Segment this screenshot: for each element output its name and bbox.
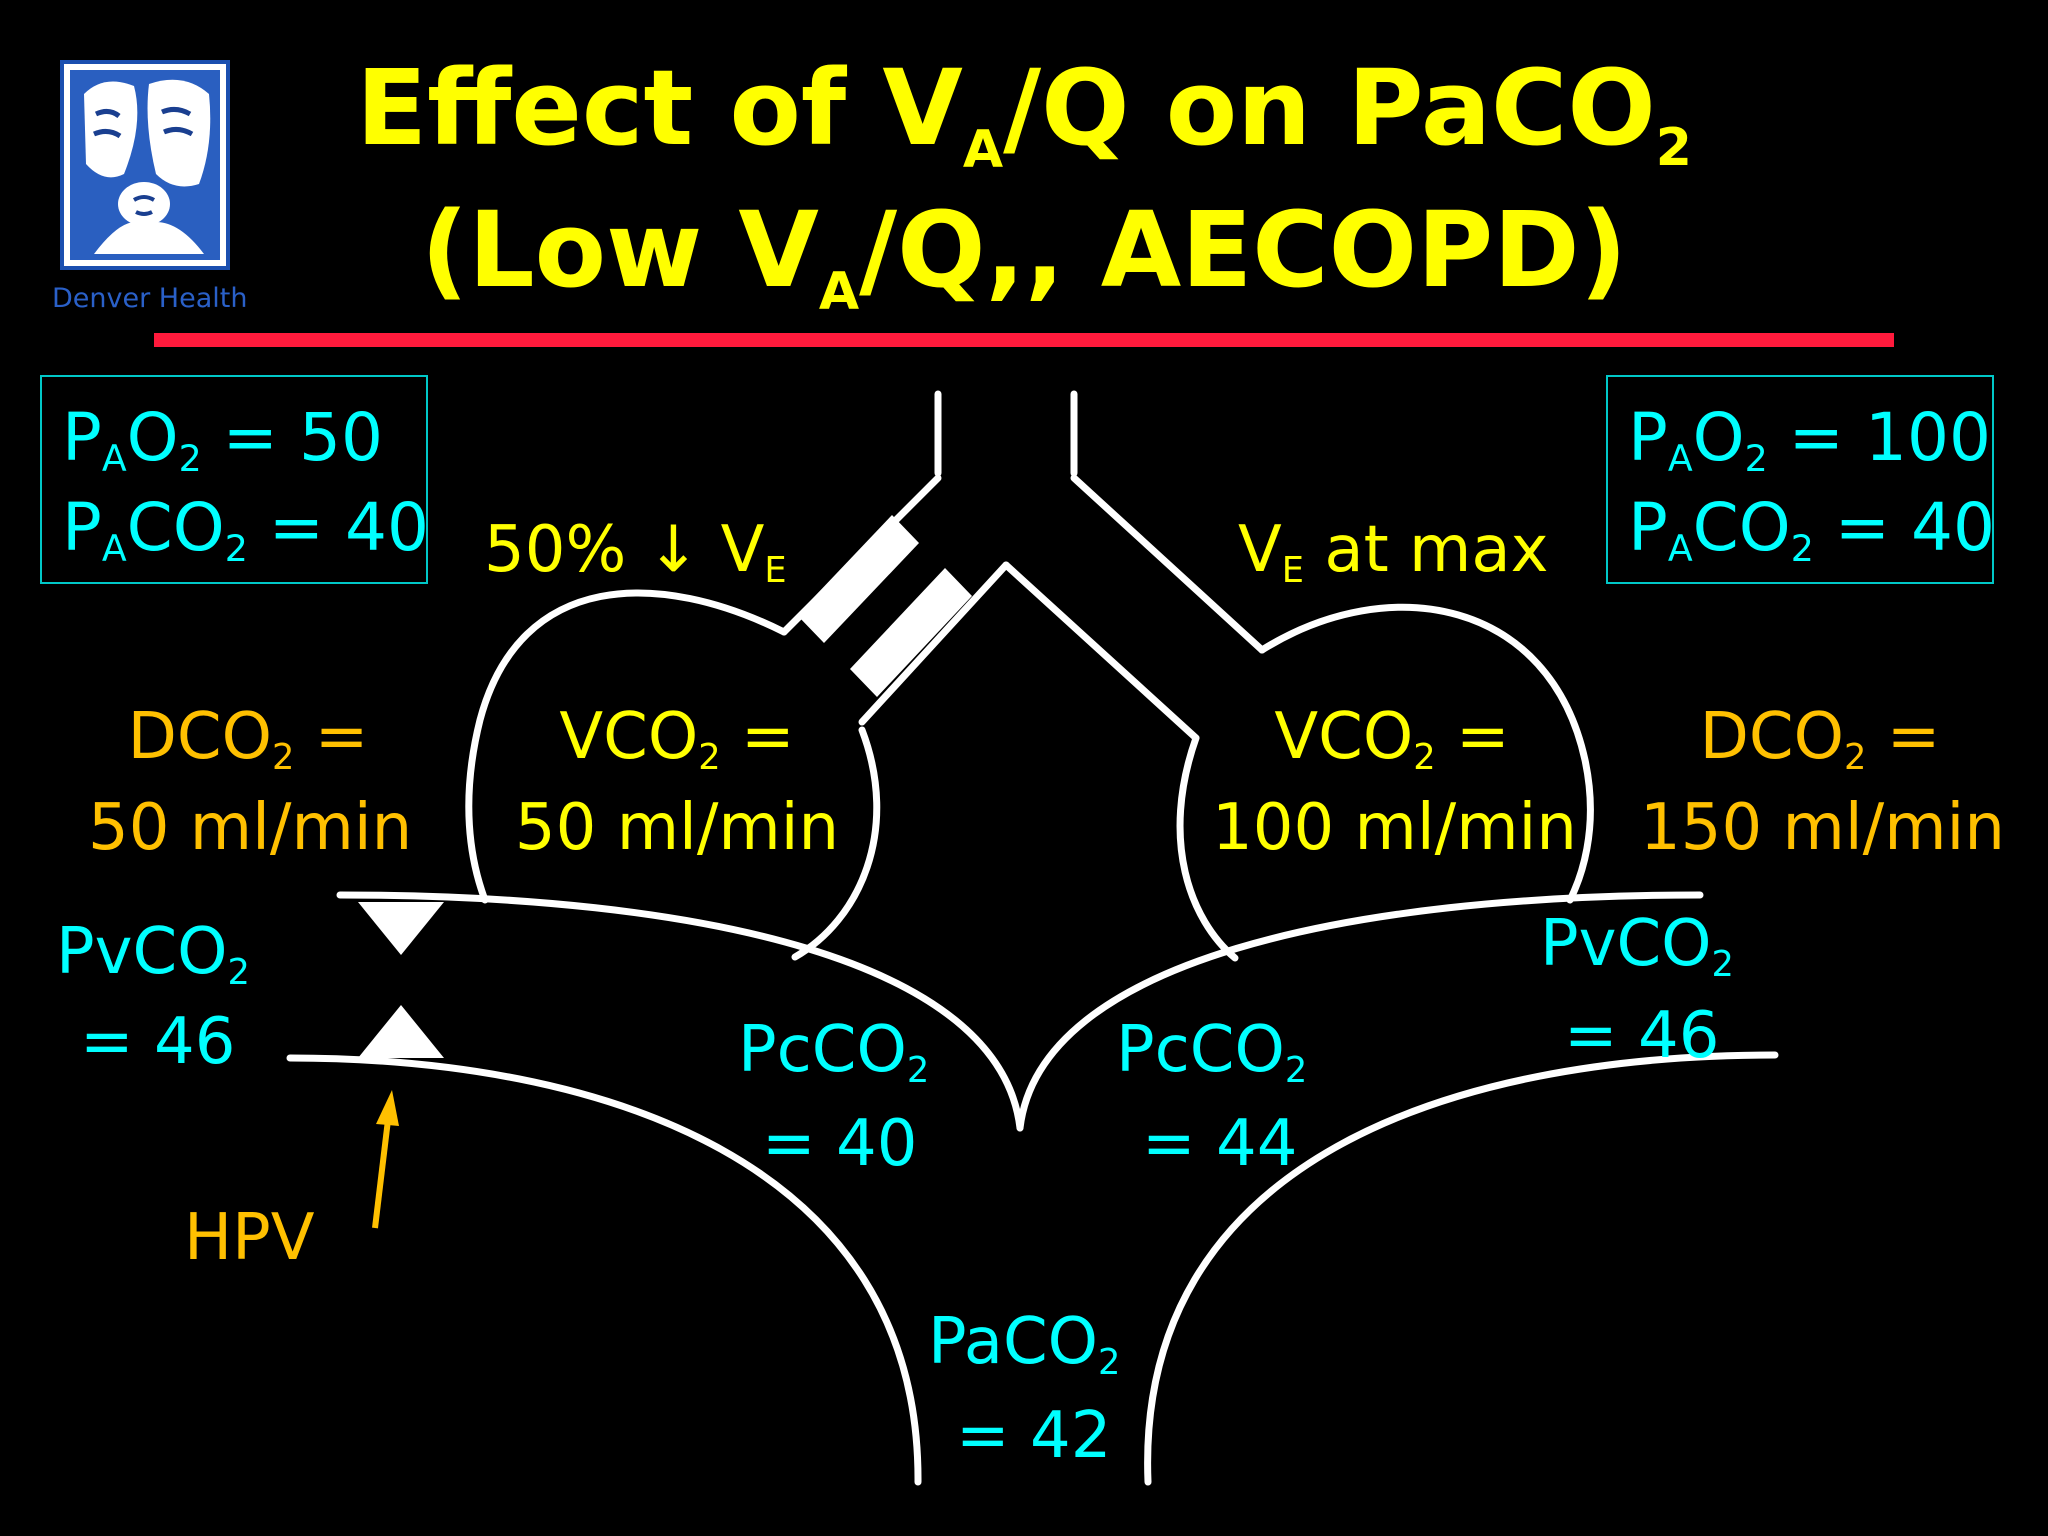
- right-capillary-lower: [1144, 1051, 1779, 1486]
- right-pcco2-value: = 44: [1142, 1107, 1298, 1181]
- left-dco2-label: DCO2 =: [127, 700, 369, 778]
- airway-plug-inner: [850, 568, 972, 697]
- left-bronchus-inner: [858, 561, 1010, 726]
- right-alveolus-inner: [1176, 734, 1239, 962]
- left-capillary-lower: [286, 1054, 922, 1486]
- hpv-valve-upper: [358, 902, 444, 955]
- right-bronchus-outer: [1070, 474, 1266, 654]
- left-alveolar-gas-box: PAO2 = 50 PACO2 = 40: [40, 375, 430, 584]
- right-ventilation-label: VE at max: [1238, 513, 1549, 591]
- left-vco2-value: 50 ml/min: [514, 791, 840, 865]
- left-pao2: PAO2 = 50: [62, 399, 383, 480]
- left-paco2-alveolar: PACO2 = 40: [62, 489, 430, 570]
- right-dco2-label: DCO2 =: [1699, 700, 1941, 778]
- right-vco2-label: VCO2 =: [1274, 700, 1510, 778]
- left-capillary-upper: [336, 891, 1024, 1132]
- title-rule: [154, 333, 1894, 347]
- right-capillary-upper: [1016, 891, 1704, 1132]
- logo-brand-text: Denver Health: [52, 283, 248, 314]
- hpv-arrow-head: [376, 1090, 399, 1126]
- right-alveolus-outer: [1258, 603, 1594, 904]
- right-bronchus-inner: [1002, 561, 1200, 742]
- hpv-arrow-shaft: [372, 1119, 391, 1229]
- right-alveolar-gas-box: PAO2 = 100 PACO2 = 40: [1606, 375, 1996, 584]
- airway-plug-outer: [797, 515, 919, 643]
- title-line-1: Effect of VA/Q on PaCO2: [356, 47, 1692, 181]
- right-pcco2-label: PcCO2: [1116, 1013, 1308, 1091]
- hpv-valve-lower: [358, 1005, 444, 1058]
- arterial-paco2-label: PaCO2: [928, 1305, 1121, 1383]
- left-alveolus-inner: [791, 726, 881, 961]
- right-pao2: PAO2 = 100: [1628, 399, 1991, 480]
- arterial-paco2-value: = 42: [956, 1399, 1112, 1473]
- title-line-2: (Low VA/Q,, AECOPD): [420, 189, 1628, 323]
- right-paco2-alveolar: PACO2 = 40: [1628, 489, 1996, 570]
- left-ventilation-label: 50% ↓ VE: [484, 513, 787, 591]
- left-pcco2-value: = 40: [762, 1107, 918, 1181]
- left-vco2-label: VCO2 =: [559, 700, 795, 778]
- hpv-label: HPV: [184, 1201, 315, 1275]
- right-pvco2-value: = 46: [1564, 999, 1720, 1073]
- right-vco2-value: 100 ml/min: [1212, 791, 1577, 865]
- left-pvco2-label: PvCO2: [56, 915, 250, 993]
- right-pvco2-label: PvCO2: [1540, 907, 1734, 985]
- left-dco2-value: 50 ml/min: [88, 791, 413, 865]
- right-dco2-value: 150 ml/min: [1640, 791, 2005, 865]
- left-pcco2-label: PcCO2: [738, 1013, 930, 1091]
- left-pvco2-value: = 46: [80, 1005, 236, 1079]
- denver-health-logo-icon: [60, 60, 230, 270]
- left-alveolus-outer: [465, 589, 788, 904]
